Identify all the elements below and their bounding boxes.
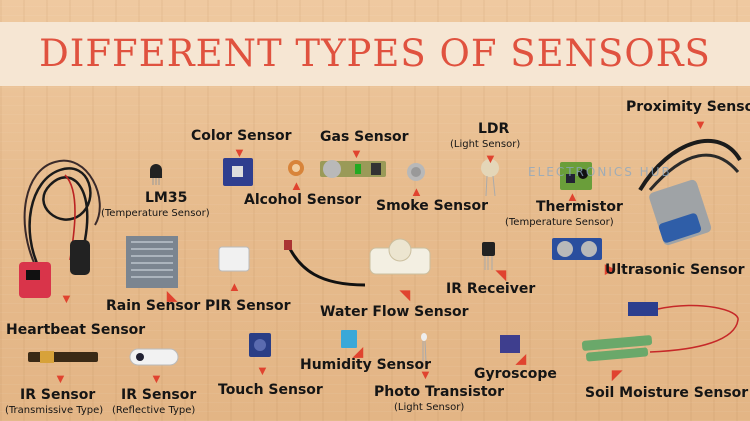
ldr-sublabel: (Light Sensor) xyxy=(450,139,521,150)
gyroscope-label: Gyroscope xyxy=(474,366,557,382)
photo-transistor-label: Photo Transistor xyxy=(374,384,505,400)
water-flow-sensor-image xyxy=(284,238,431,287)
arrow-icon: ▼ xyxy=(484,151,497,166)
arrow-icon: ▲ xyxy=(290,178,303,193)
arrow-icon: ▼ xyxy=(150,371,163,386)
watermark: ELECTRONICS HUB xyxy=(528,165,672,179)
arrow-icon: ▼ xyxy=(54,371,67,386)
arrow-icon: ▼ xyxy=(60,291,73,306)
ir-receiver-image xyxy=(482,242,495,270)
water-flow-sensor-label: Water Flow Sensor xyxy=(320,304,469,320)
photo-transistor-image xyxy=(421,333,427,363)
touch-sensor-label: Touch Sensor xyxy=(218,382,323,398)
smoke-sensor-label: Smoke Sensor xyxy=(376,198,488,214)
arrow-icon: ▼ xyxy=(350,146,363,161)
gyroscope-image xyxy=(500,335,520,353)
color-sensor-label: Color Sensor xyxy=(191,128,292,144)
page-title: DIFFERENT TYPES OF SENSORS xyxy=(39,32,711,75)
pir-sensor-image xyxy=(218,246,250,272)
ir-receiver-label: IR Receiver xyxy=(446,281,536,297)
ir-transmissive-label: IR Sensor xyxy=(20,387,96,403)
arrow-icon: ▼ xyxy=(233,145,246,160)
arrow-icon: ▲ xyxy=(410,184,423,199)
ir-reflective-label: IR Sensor xyxy=(121,387,197,403)
lm35-image xyxy=(150,164,162,185)
lm35-label: LM35 xyxy=(145,190,188,206)
arrow-icon: ▼ xyxy=(419,367,432,382)
ldr-image xyxy=(481,159,499,197)
arrow-icon: ▼ xyxy=(694,117,707,132)
photo-transistor-sublabel: (Light Sensor) xyxy=(394,402,465,413)
thermistor-sublabel: (Temperature Sensor) xyxy=(505,217,614,228)
gas-sensor-label: Gas Sensor xyxy=(320,129,409,145)
humidity-sensor-label: Humidity Sensor xyxy=(300,357,431,373)
touch-sensor-image xyxy=(249,333,271,357)
arrow-icon: ▲ xyxy=(228,279,241,294)
proximity-sensor-label: Proximity Sensor xyxy=(626,99,750,115)
heartbeat-sensor-label: Heartbeat Sensor xyxy=(6,322,146,338)
color-sensor-image xyxy=(223,158,253,186)
ultrasonic-sensor-label: Ultrasonic Sensor xyxy=(605,262,745,278)
smoke-sensor-image xyxy=(407,163,425,181)
arrow-icon: ◢ xyxy=(353,344,363,359)
arrow-icon: ◤ xyxy=(612,367,622,382)
arrow-icon: ◣ xyxy=(167,288,177,303)
arrow-icon: ◥ xyxy=(496,267,506,282)
lm35-sublabel: (Temperature Sensor) xyxy=(101,208,210,219)
arrow-icon: ▼ xyxy=(256,363,269,378)
ir-transmissive-image xyxy=(28,351,98,363)
rain-sensor-label: Rain Sensor xyxy=(106,298,201,314)
proximity-sensor-image xyxy=(638,138,742,246)
ir-reflective-image xyxy=(129,348,179,366)
alcohol-sensor-image xyxy=(288,160,304,176)
thermistor-label: Thermistor xyxy=(536,199,623,215)
pir-sensor-label: PIR Sensor xyxy=(205,298,291,314)
arrow-icon: ▶ xyxy=(605,261,615,276)
arrow-icon: ◥ xyxy=(400,287,410,302)
heartbeat-sensor-image xyxy=(19,159,101,298)
title-banner xyxy=(0,22,750,86)
humidity-sensor-image xyxy=(341,330,357,348)
thermistor-image xyxy=(560,162,592,190)
arrow-icon: ◢ xyxy=(516,351,526,366)
soil-moisture-sensor-label: Soil Moisture Sensor xyxy=(585,385,749,401)
ldr-label: LDR xyxy=(478,121,510,137)
gas-sensor-image xyxy=(320,160,386,178)
ir-transmissive-sublabel: (Transmissive Type) xyxy=(5,405,104,416)
rain-sensor-image xyxy=(126,236,178,288)
soil-moisture-sensor-image xyxy=(581,302,739,362)
ultrasonic-sensor-image xyxy=(552,238,602,260)
arrow-icon: ▲ xyxy=(566,189,579,204)
ir-reflective-sublabel: (Reflective Type) xyxy=(112,405,196,416)
alcohol-sensor-label: Alcohol Sensor xyxy=(244,192,362,208)
